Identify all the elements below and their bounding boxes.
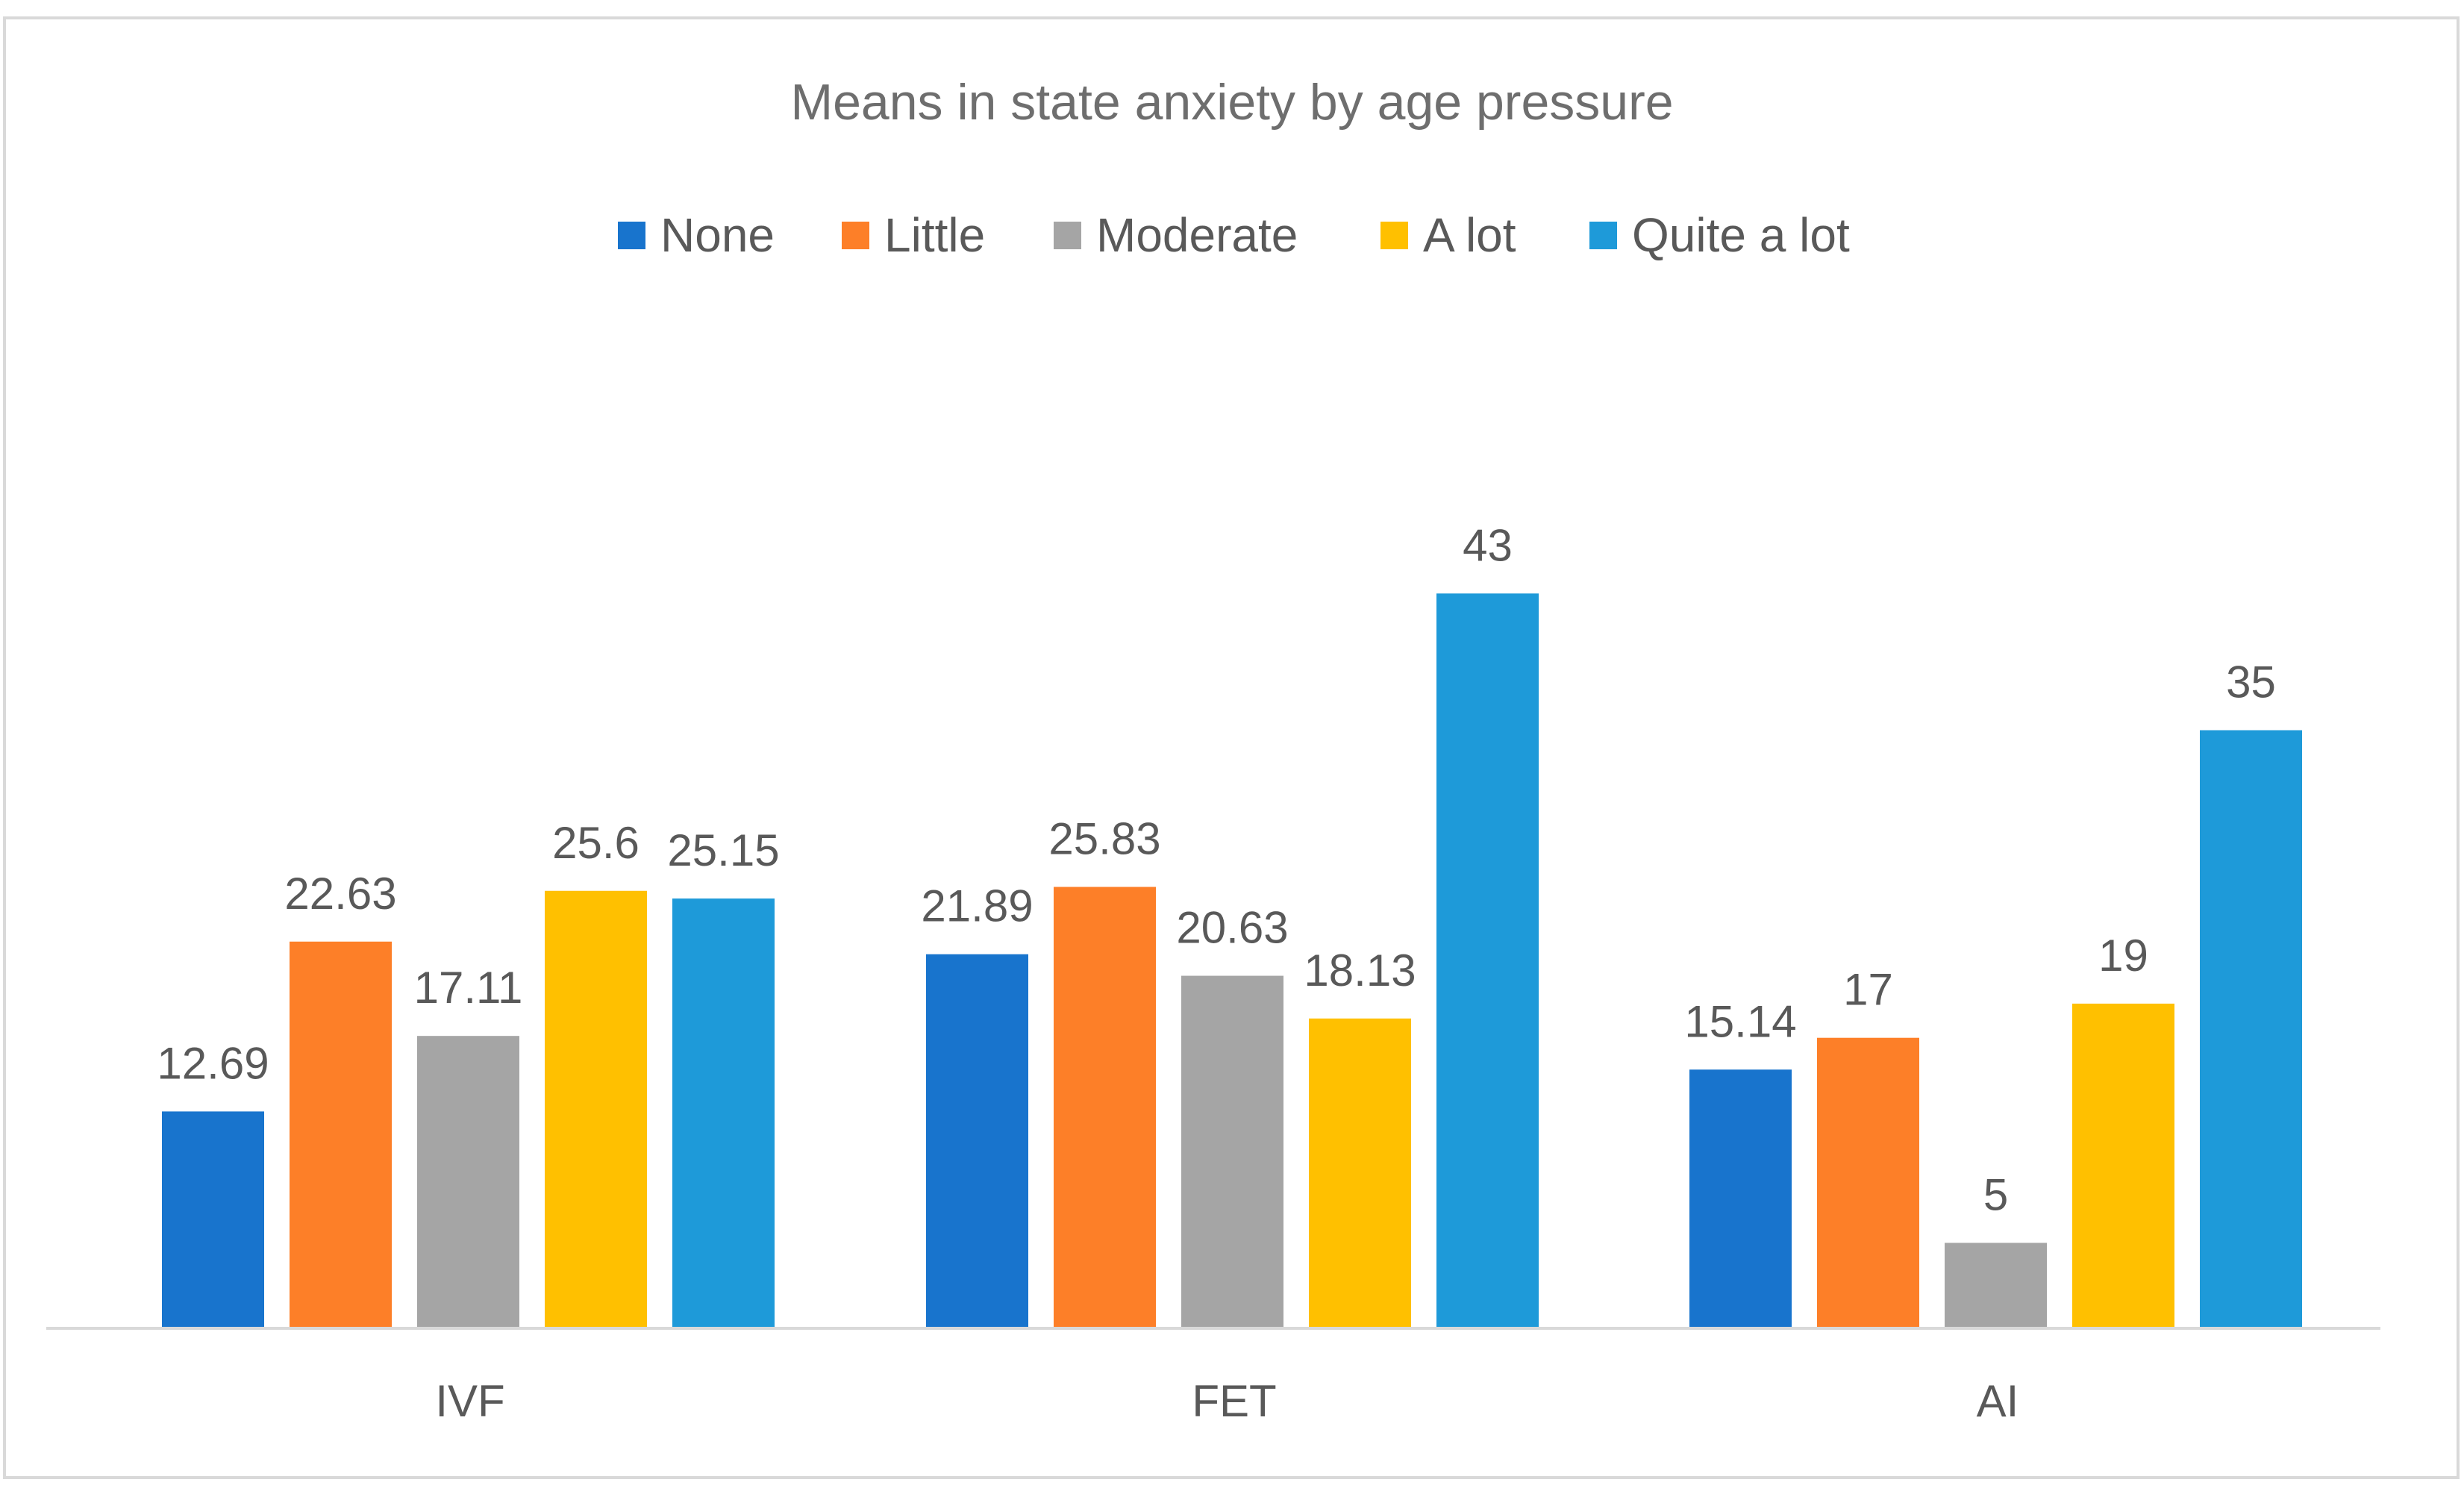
legend-swatch-quite-a-lot bbox=[1589, 222, 1617, 249]
value-label-ivf-a-lot: 25.6 bbox=[552, 818, 640, 868]
bar-ai-little bbox=[1817, 1037, 1919, 1328]
bar-ivf-quite-a-lot bbox=[672, 898, 775, 1328]
bar-ivf-a-lot bbox=[545, 890, 647, 1328]
legend-item-quite-a-lot: Quite a lot bbox=[1589, 208, 1850, 262]
legend-swatch-none bbox=[618, 222, 645, 249]
bar-ai-quite-a-lot bbox=[2200, 730, 2302, 1328]
bar-ai-moderate bbox=[1945, 1242, 2047, 1328]
value-label-fet-a-lot: 18.13 bbox=[1304, 945, 1416, 995]
value-label-ivf-none: 12.69 bbox=[157, 1038, 269, 1088]
legend-swatch-a-lot bbox=[1380, 222, 1408, 249]
legend-item-none: None bbox=[618, 208, 775, 262]
value-label-ai-quite-a-lot: 35 bbox=[2226, 657, 2276, 707]
value-labels: 12.69 22.63 17.11 25.6 25.15 21.89 25.83 20.63 1… bbox=[157, 520, 2275, 1219]
value-label-ivf-little: 22.63 bbox=[284, 869, 396, 919]
bar-fet-a-lot bbox=[1309, 1018, 1411, 1328]
value-label-fet-little: 25.83 bbox=[1048, 813, 1160, 863]
value-label-ivf-quite-a-lot: 25.15 bbox=[667, 825, 779, 875]
value-label-ai-none: 15.14 bbox=[1684, 996, 1796, 1046]
bar-ivf-moderate bbox=[417, 1036, 519, 1328]
value-label-ai-moderate: 5 bbox=[1983, 1170, 2008, 1220]
legend-swatch-moderate bbox=[1054, 222, 1081, 249]
chart-title: Means in state anxiety by age pressure bbox=[790, 74, 1673, 131]
legend-label-quite-a-lot: Quite a lot bbox=[1632, 208, 1850, 262]
bar-ai-none bbox=[1689, 1069, 1792, 1328]
bar-ivf-little bbox=[290, 941, 392, 1328]
legend-swatch-little bbox=[842, 222, 869, 249]
bar-fet-none bbox=[926, 954, 1028, 1328]
category-label-ai: AI bbox=[1977, 1376, 2019, 1426]
value-label-ivf-moderate: 17.11 bbox=[414, 963, 523, 1013]
legend-label-a-lot: A lot bbox=[1423, 208, 1516, 262]
category-label-fet: FET bbox=[1192, 1376, 1276, 1426]
category-labels: IVF FET AI bbox=[435, 1376, 2019, 1426]
legend-item-moderate: Moderate bbox=[1054, 208, 1298, 262]
value-label-fet-moderate: 20.63 bbox=[1176, 903, 1288, 953]
value-label-fet-quite-a-lot: 43 bbox=[1463, 520, 1513, 570]
category-label-ivf: IVF bbox=[435, 1376, 504, 1426]
value-label-ai-little: 17 bbox=[1843, 965, 1893, 1015]
legend-item-little: Little bbox=[842, 208, 985, 262]
bars bbox=[162, 593, 2302, 1328]
legend: None Little Moderate A lot Quite a lot bbox=[618, 208, 1850, 262]
bar-ai-a-lot bbox=[2072, 1003, 2174, 1328]
bar-fet-quite-a-lot bbox=[1436, 593, 1539, 1328]
value-label-ai-a-lot: 19 bbox=[2098, 931, 2148, 981]
legend-label-none: None bbox=[660, 208, 775, 262]
bar-fet-moderate bbox=[1181, 975, 1283, 1328]
legend-label-moderate: Moderate bbox=[1096, 208, 1298, 262]
legend-label-little: Little bbox=[884, 208, 985, 262]
bar-fet-little bbox=[1054, 887, 1156, 1328]
bar-ivf-none bbox=[162, 1111, 264, 1328]
legend-item-a-lot: A lot bbox=[1380, 208, 1516, 262]
value-label-fet-none: 21.89 bbox=[921, 881, 1033, 931]
